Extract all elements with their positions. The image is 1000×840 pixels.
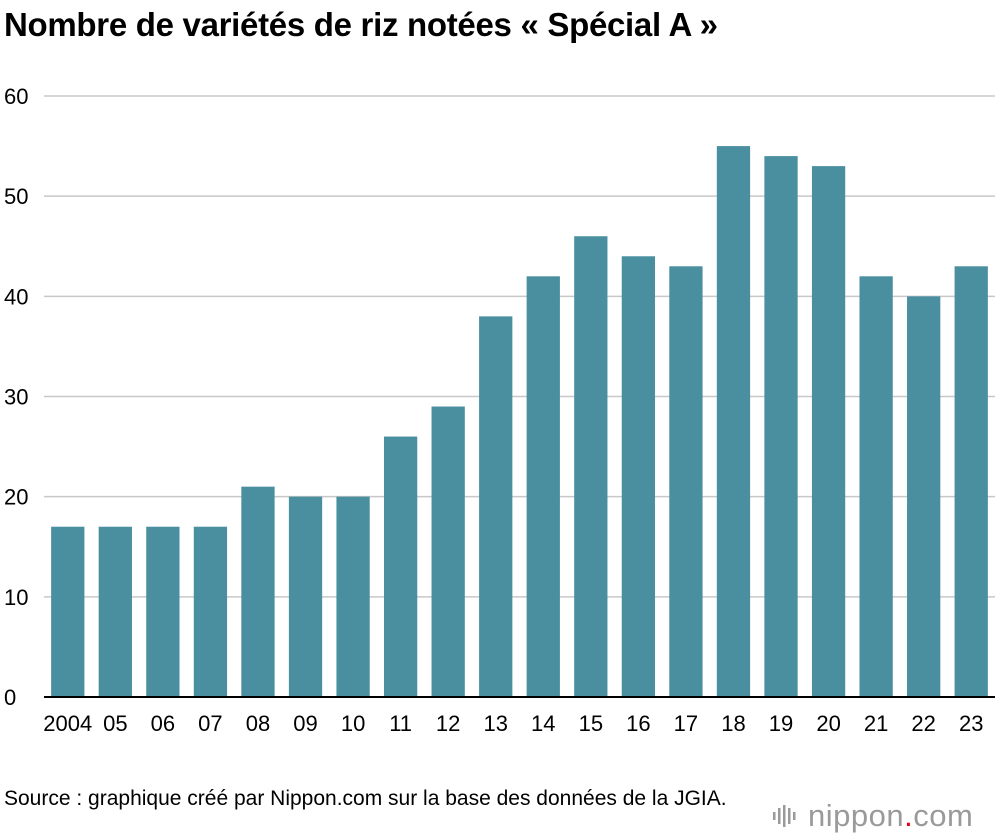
y-tick-label: 50: [4, 184, 28, 209]
x-tick-label: 16: [626, 711, 650, 736]
x-tick-label: 21: [864, 711, 888, 736]
bar: [431, 406, 465, 697]
bar: [98, 526, 132, 697]
bar: [811, 166, 846, 697]
x-tick-label: 09: [293, 711, 317, 736]
y-tick-label: 30: [4, 385, 28, 410]
x-tick-label: 17: [674, 711, 698, 736]
x-tick-label: 22: [911, 711, 935, 736]
x-tick-label: 15: [579, 711, 603, 736]
y-tick-label: 10: [4, 585, 28, 610]
x-tick-label: 11: [389, 711, 412, 736]
bar: [764, 156, 798, 698]
bar: [288, 496, 323, 697]
logo-mark-icon: [773, 805, 796, 827]
y-tick-label: 60: [4, 84, 28, 109]
bar: [526, 276, 560, 697]
y-tick-label: 20: [4, 485, 28, 510]
y-tick-label: 0: [4, 685, 16, 710]
bar: [336, 496, 370, 697]
x-tick-label: 20: [816, 711, 840, 736]
x-tick-label: 19: [769, 711, 793, 736]
logo-wordmark: nippon.com: [808, 798, 974, 833]
x-tick-label: 06: [151, 711, 175, 736]
source-note: Source : graphique créé par Nippon.com s…: [4, 787, 727, 810]
nippon-logo: nippon.com: [772, 798, 973, 834]
x-tick-label: 13: [483, 711, 507, 736]
bar-chart: 0 10 20 30 40 50 60 2004 05 06 07 08 09 10 11 12 13 14 15 1…: [4, 84, 995, 736]
x-tick-label: 23: [959, 711, 983, 736]
x-tick-label: 07: [198, 711, 222, 736]
chart-title: Nombre de variétés de riz notées « Spéci…: [4, 6, 718, 43]
x-tick-label: 10: [341, 711, 365, 736]
bar: [621, 256, 656, 697]
x-tick-label: 12: [436, 711, 460, 736]
x-tick-label: 14: [531, 711, 555, 736]
bar: [383, 436, 418, 697]
bar: [241, 486, 275, 697]
x-tick-label: 2004: [43, 711, 92, 736]
bar: [859, 276, 893, 697]
bar: [669, 266, 703, 697]
bar: [716, 146, 751, 698]
x-tick-label: 08: [246, 711, 270, 736]
bar: [907, 296, 941, 697]
x-tick-label: 18: [721, 711, 745, 736]
x-tick-label: 05: [103, 711, 127, 736]
bar: [479, 316, 513, 697]
bar: [954, 266, 988, 697]
bar: [146, 526, 180, 697]
y-tick-label: 40: [4, 284, 28, 309]
bar: [574, 236, 608, 697]
bar: [193, 526, 228, 697]
bar: [51, 526, 85, 697]
